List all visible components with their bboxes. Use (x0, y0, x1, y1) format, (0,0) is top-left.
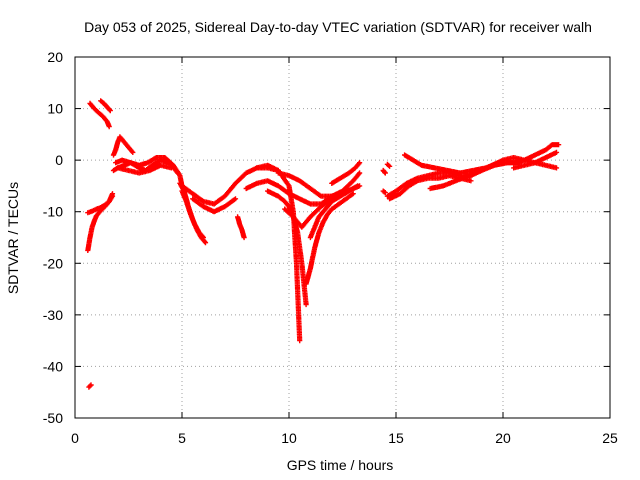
data-point-markers (86, 382, 94, 390)
series-track-24 (384, 161, 393, 169)
series-track-31 (489, 142, 562, 168)
series-track-5 (98, 98, 113, 114)
y-tick-labels: -50 -40 -30 -20 -10 0 10 20 (43, 49, 63, 426)
x-tick-label: 5 (178, 430, 186, 446)
data-point-markers (307, 183, 361, 241)
y-tick-label: 0 (55, 152, 63, 168)
data-point-markers (98, 98, 113, 114)
data-point-markers (380, 167, 388, 176)
y-axis-label: SDTVAR / TECUs (5, 182, 21, 294)
series-track-28 (402, 152, 502, 176)
data-marks (85, 98, 562, 390)
series-track-3 (85, 193, 116, 216)
series-track-6 (110, 134, 136, 158)
series-track-13 (190, 196, 239, 215)
series-track-4 (87, 100, 112, 130)
series-track-14 (235, 214, 247, 241)
series-track-20 (243, 178, 335, 207)
data-point-markers (275, 170, 363, 199)
series-track-32 (511, 149, 560, 171)
data-point-markers (329, 160, 363, 186)
data-point-markers (511, 149, 560, 171)
data-point-markers (402, 152, 502, 176)
y-tick-label: -50 (43, 410, 63, 426)
series-track-1 (86, 382, 94, 390)
data-point-markers (265, 188, 309, 308)
data-point-markers (384, 161, 393, 169)
y-tick-label: -10 (43, 204, 63, 220)
x-tick-label: 15 (388, 430, 404, 446)
series-track-11 (179, 188, 206, 241)
data-point-markers (85, 193, 116, 216)
x-axis-label: GPS time / hours (287, 457, 394, 473)
data-point-markers (489, 142, 562, 168)
series-track-9 (115, 162, 174, 176)
series-track-15 (254, 162, 303, 344)
data-point-markers (254, 162, 303, 344)
y-tick-label: -20 (43, 255, 63, 271)
series-track-19 (307, 183, 361, 241)
data-point-markers (303, 191, 356, 287)
series-track-25 (380, 188, 388, 196)
series-track-16 (265, 188, 309, 308)
chart-title: Day 053 of 2025, Sidereal Day-to-day VTE… (84, 19, 592, 35)
plot-frame (74, 56, 611, 419)
grid-lines (75, 57, 610, 418)
y-tick-label: -40 (43, 358, 63, 374)
data-point-markers (115, 162, 174, 176)
series-track-18 (303, 191, 356, 287)
y-tick-label: -30 (43, 307, 63, 323)
x-tick-label: 25 (602, 430, 618, 446)
data-point-markers (110, 134, 136, 158)
data-point-markers (179, 188, 206, 241)
x-tick-label: 20 (495, 430, 511, 446)
data-point-markers (190, 196, 239, 215)
x-tick-labels: 0 5 10 15 20 25 (71, 430, 618, 446)
axis-ticks (74, 56, 611, 419)
series-track-23 (380, 167, 388, 176)
y-tick-label: 10 (47, 101, 63, 117)
y-tick-label: 20 (47, 49, 63, 65)
series-track-21 (275, 170, 363, 199)
data-point-markers (87, 100, 112, 130)
x-tick-label: 0 (71, 430, 79, 446)
data-point-markers (243, 178, 335, 207)
data-point-markers (380, 188, 388, 196)
series-track-22 (329, 160, 363, 186)
x-tick-label: 10 (281, 430, 297, 446)
data-point-markers (235, 214, 247, 241)
